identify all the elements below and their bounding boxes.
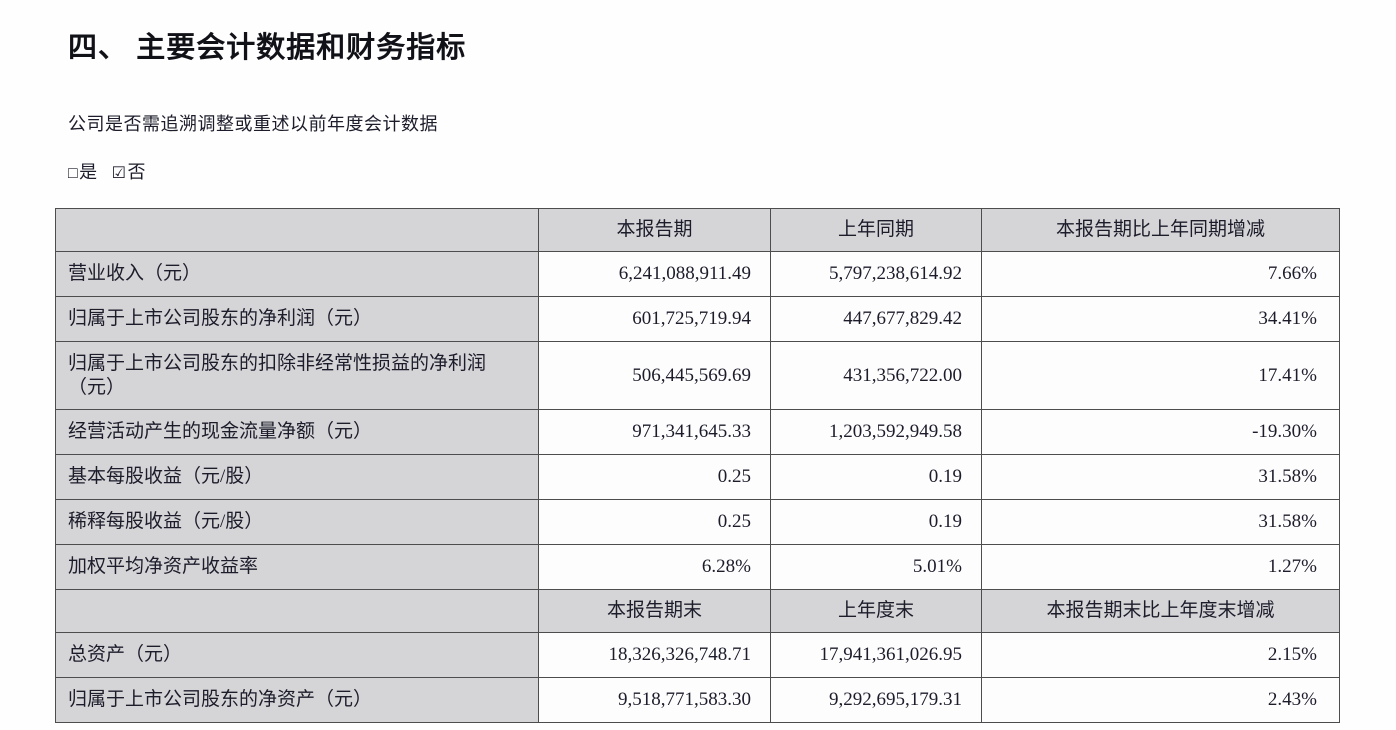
- metric-label: 营业收入（元）: [55, 251, 539, 297]
- change-value: 2.15%: [981, 632, 1340, 678]
- table-row-weighted-avg-roe: 加权平均净资产收益率 6.28% 5.01% 1.27%: [55, 544, 1340, 590]
- header-prior-year-end: 上年度末: [770, 589, 982, 633]
- change-value: 17.41%: [981, 341, 1340, 410]
- header-current-period-end: 本报告期末: [538, 589, 771, 633]
- header-prior-period: 上年同期: [770, 208, 982, 252]
- current-period-value: 0.25: [538, 499, 771, 545]
- table-row-total-assets: 总资产（元） 18,326,326,748.71 17,941,361,026.…: [55, 632, 1340, 678]
- financial-indicators-table: 本报告期 上年同期 本报告期比上年同期增减 营业收入（元） 6,241,088,…: [55, 208, 1340, 723]
- metric-label: 加权平均净资产收益率: [55, 544, 539, 590]
- prior-period-value: 17,941,361,026.95: [770, 632, 982, 678]
- metric-label: 基本每股收益（元/股）: [55, 454, 539, 500]
- table-row-operating-cash-flow: 经营活动产生的现金流量净额（元） 971,341,645.33 1,203,59…: [55, 409, 1340, 455]
- metric-label: 归属于上市公司股东的净资产（元）: [55, 677, 539, 723]
- prior-period-value: 5.01%: [770, 544, 982, 590]
- table-row-basic-eps: 基本每股收益（元/股） 0.25 0.19 31.58%: [55, 454, 1340, 500]
- prior-period-value: 5,797,238,614.92: [770, 251, 982, 297]
- change-value: 1.27%: [981, 544, 1340, 590]
- current-period-value: 6,241,088,911.49: [538, 251, 771, 297]
- metric-label: 归属于上市公司股东的净利润（元）: [55, 296, 539, 342]
- current-period-value: 0.25: [538, 454, 771, 500]
- header-empty-cell: [55, 208, 539, 252]
- table-row-net-assets: 归属于上市公司股东的净资产（元） 9,518,771,583.30 9,292,…: [55, 677, 1340, 723]
- restatement-question: 公司是否需追溯调整或重述以前年度会计数据: [68, 114, 438, 134]
- current-period-value: 18,326,326,748.71: [538, 632, 771, 678]
- header-empty-cell: [55, 589, 539, 633]
- prior-period-value: 447,677,829.42: [770, 296, 982, 342]
- header-period-change: 本报告期比上年同期增减: [981, 208, 1340, 252]
- current-period-value: 9,518,771,583.30: [538, 677, 771, 723]
- option-no: ☑否: [112, 162, 146, 182]
- prior-period-value: 9,292,695,179.31: [770, 677, 982, 723]
- prior-period-value: 0.19: [770, 454, 982, 500]
- change-value: 34.41%: [981, 296, 1340, 342]
- option-yes-label: 是: [79, 162, 98, 182]
- change-value: 31.58%: [981, 499, 1340, 545]
- prior-period-value: 0.19: [770, 499, 982, 545]
- table-row-net-profit-excl-nonrecurring: 归属于上市公司股东的扣除非经常性损益的净利润（元） 506,445,569.69…: [55, 341, 1340, 410]
- current-period-value: 6.28%: [538, 544, 771, 590]
- change-value: 7.66%: [981, 251, 1340, 297]
- header-current-period: 本报告期: [538, 208, 771, 252]
- metric-label: 总资产（元）: [55, 632, 539, 678]
- checkbox-checked-icon: ☑: [111, 165, 127, 182]
- option-no-label: 否: [127, 162, 147, 182]
- current-period-value: 506,445,569.69: [538, 341, 771, 410]
- current-period-value: 971,341,645.33: [538, 409, 771, 455]
- table-row-net-profit: 归属于上市公司股东的净利润（元） 601,725,719.94 447,677,…: [55, 296, 1340, 342]
- period-header-row: 本报告期 上年同期 本报告期比上年同期增减: [55, 208, 1340, 252]
- current-period-value: 601,725,719.94: [538, 296, 771, 342]
- change-value: 31.58%: [981, 454, 1340, 500]
- yearend-header-row: 本报告期末 上年度末 本报告期末比上年度末增减: [55, 589, 1340, 633]
- header-yearend-change: 本报告期末比上年度末增减: [981, 589, 1340, 633]
- change-value: -19.30%: [981, 409, 1340, 455]
- prior-period-value: 1,203,592,949.58: [770, 409, 982, 455]
- table-row-diluted-eps: 稀释每股收益（元/股） 0.25 0.19 31.58%: [55, 499, 1340, 545]
- option-yes: □是: [68, 162, 98, 182]
- table-row-revenue: 营业收入（元） 6,241,088,911.49 5,797,238,614.9…: [55, 251, 1340, 297]
- change-value: 2.43%: [981, 677, 1340, 723]
- checkbox-unchecked-icon: □: [68, 165, 79, 182]
- metric-label: 归属于上市公司股东的扣除非经常性损益的净利润（元）: [55, 341, 539, 410]
- metric-label: 经营活动产生的现金流量净额（元）: [55, 409, 539, 455]
- metric-label: 稀释每股收益（元/股）: [55, 499, 539, 545]
- prior-period-value: 431,356,722.00: [770, 341, 982, 410]
- restatement-options: □是 ☑否: [68, 158, 1396, 184]
- section-title: 四、 主要会计数据和财务指标: [68, 32, 467, 64]
